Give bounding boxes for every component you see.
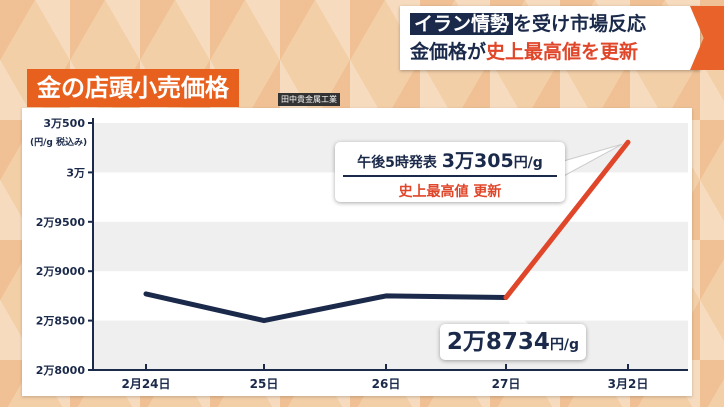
chart-title: 金の店頭小売価格 — [27, 69, 239, 107]
y-axis-unit: (円/g 税込み) — [30, 138, 88, 148]
callout-high: 午後5時発表 3万305円/g 史上最高値 更新 — [335, 142, 565, 202]
price-surge-line — [503, 139, 631, 300]
callout-high-note: 史上最高値 更新 — [398, 184, 502, 200]
y-tick-label: 3万 — [66, 166, 85, 179]
y-tick-label: 3万500 — [43, 117, 85, 130]
x-tick-label: 3月2日 — [608, 377, 649, 391]
callout-high-time: 午後5時発表 — [357, 155, 437, 171]
x-tick-label: 26日 — [372, 377, 401, 391]
price-line — [143, 291, 509, 324]
callout-low: 2万8734円/g — [440, 324, 586, 360]
callout-low-pointer — [506, 300, 530, 326]
x-tick-label: 25日 — [250, 377, 279, 391]
grid-band — [93, 221, 688, 272]
headline-box: イラン情勢 を受け市場反応 金価格が史上最高値を更新 — [400, 6, 700, 70]
headline-line2a: 金価格が — [410, 41, 487, 63]
x-tick-label: 2月24日 — [121, 377, 170, 391]
callout-low-value: 2万8734 — [446, 329, 550, 355]
callout-low-unit: 円/g — [549, 337, 580, 353]
y-tick-label: 2万9000 — [36, 265, 86, 278]
source-label: 田中貴金属工業 — [278, 93, 340, 106]
y-tick-label: 2万8500 — [36, 315, 86, 328]
x-tick-label: 27日 — [492, 377, 521, 391]
headline-line1: を受け市場反応 — [513, 13, 647, 35]
headline-line2b: 史上最高値を更新 — [486, 41, 639, 63]
grid-band — [93, 320, 688, 370]
callout-high-value: 3万305 — [441, 150, 514, 172]
y-tick-label: 2万9500 — [36, 216, 86, 229]
y-tick-label: 2万8000 — [36, 364, 86, 377]
headline-highlight: イラン情勢 — [410, 13, 514, 35]
callout-high-unit: 円/g — [513, 155, 543, 171]
